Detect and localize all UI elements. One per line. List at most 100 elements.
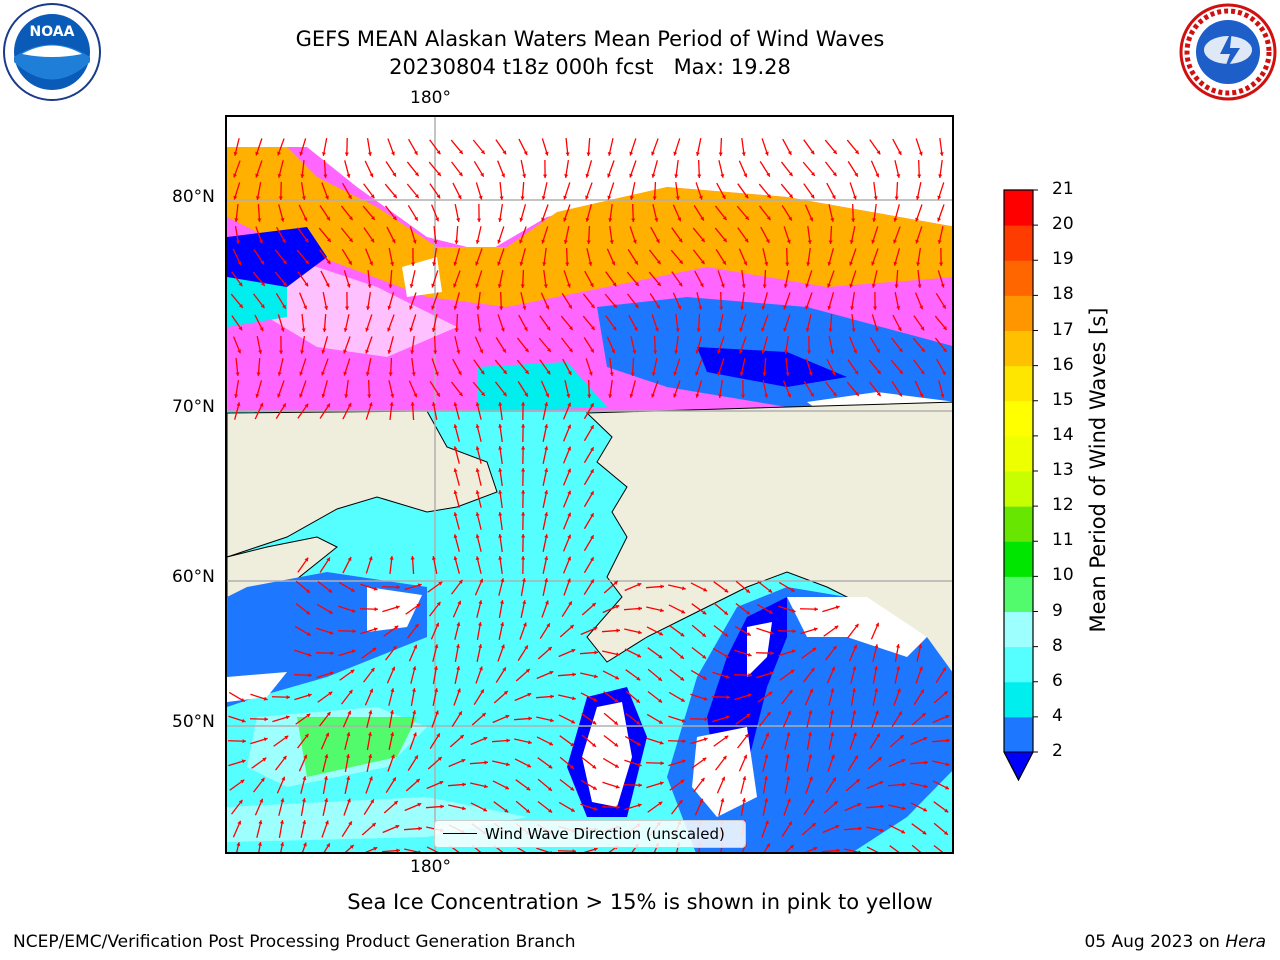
wave-arrow-head [348,216,353,221]
wave-arrow-head [806,262,811,266]
wave-arrow-head [832,392,837,397]
wave-arrow-head [262,757,267,762]
wave-arrow-head [922,853,926,854]
wave-arrow-head [505,762,510,767]
wave-arrow-head [436,194,441,199]
wave-arrow-head [743,754,748,759]
wave-arrow-head [390,151,395,156]
wave-arrow-head [920,689,924,694]
wave-arrow-head [897,150,902,155]
wave-arrow-head [416,603,421,608]
wave-arrow-head [502,392,507,397]
wave-arrow-head [462,782,466,787]
wave-arrow-head [457,195,462,200]
wave-arrow-head [923,736,928,741]
wave-arrow-head [634,281,639,286]
wave-arrow-head [744,733,749,738]
wave-arrow-head [829,710,835,714]
wave-arrow-head [917,284,922,288]
wave-arrow-head [282,755,287,760]
wave-arrow-head [852,666,857,671]
wave-arrow-head [277,371,282,376]
wave-arrow-head [498,490,503,494]
wave-arrow-head [500,644,505,649]
wave-arrow-head [636,676,641,681]
wave-arrow-head [522,600,527,604]
wave-arrow-head [808,371,813,376]
wave-arrow-head [615,675,620,680]
wave-arrow-head [833,801,838,805]
wave-arrow-head [718,152,723,156]
wave-arrow-head [832,172,837,177]
wave-arrow-head [768,610,773,614]
wave-arrow-head [434,371,439,376]
wave-arrow-head [434,710,439,715]
title-line-2: 20230804 t18z 000h fcst Max: 19.28 [389,55,791,79]
colorbar-segment [1004,330,1033,367]
wave-arrow-head [343,371,348,376]
wave-arrow-head [697,174,702,178]
wave-arrow-head [440,851,442,852]
wave-arrow-head [388,284,393,288]
colorbar-segment [1004,435,1033,472]
wave-arrow-head [563,240,568,244]
wave-arrow-head [725,674,730,679]
wave-arrow-head [945,762,950,767]
wave-arrow-head [835,605,840,610]
wave-arrow-head [499,306,504,310]
wave-arrow-head [525,808,530,813]
wave-arrow-head [505,714,510,719]
wave-arrow-head [814,607,818,612]
wave-arrow-head [830,217,835,222]
wave-arrow-head [748,673,752,678]
wave-arrow-head [307,693,312,698]
svg-text:NOAA: NOAA [30,24,75,40]
wave-arrow-head [614,742,619,747]
wave-arrow-head [544,446,549,450]
wave-arrow-head [498,468,503,472]
wave-arrow-head [497,284,502,288]
wave-arrow [911,844,922,852]
wave-arrow-head [306,632,311,636]
wave-arrow-head [431,402,436,406]
wave-arrow-head [304,733,309,738]
wave-arrow-head [414,623,419,628]
open-water-west-deep [227,227,327,287]
wave-arrow-head [475,512,480,517]
colorbar-tick-label: 8 [1052,635,1063,656]
wave-arrow-head [549,718,554,723]
wave-arrow-head [411,262,416,266]
wave-arrow-head [304,259,309,264]
wave-arrow-head [763,776,769,780]
wave-arrow-head [521,578,527,582]
colorbar-segment [1004,260,1033,296]
wave-arrow-head [568,601,572,606]
wave-arrow-head [724,588,729,593]
colorbar-segment [1004,225,1033,261]
wave-arrow-head [521,468,526,472]
wave-arrow-head [591,742,596,747]
wave-arrow-head [282,403,286,408]
wave-arrow-head [453,534,458,539]
wave-arrow-head [302,776,307,781]
wave-arrow-head [480,689,484,694]
colorbar-tick-label: 19 [1052,249,1074,270]
wave-arrow-head [719,306,724,310]
wave-arrow-head [851,218,856,222]
wave-arrow-head [741,798,747,802]
wave-arrow-head [367,394,372,398]
wave-arrow-head [679,259,683,264]
wave-arrow-head [475,261,480,266]
wave-arrow-head [632,239,637,244]
colorbar-segment [1004,400,1033,437]
wave-arrow-head [346,776,351,780]
wave-arrow-head [790,588,795,592]
wave-arrow-head [612,326,617,331]
wave-arrow-head [282,304,286,309]
wave-arrow-head [458,172,463,177]
legend-line-sample [443,833,477,834]
wave-arrow-head [456,218,461,222]
wave-arrow-head [456,622,461,627]
wave-arrow-head [521,512,526,516]
wave-arrow-head [724,632,729,637]
